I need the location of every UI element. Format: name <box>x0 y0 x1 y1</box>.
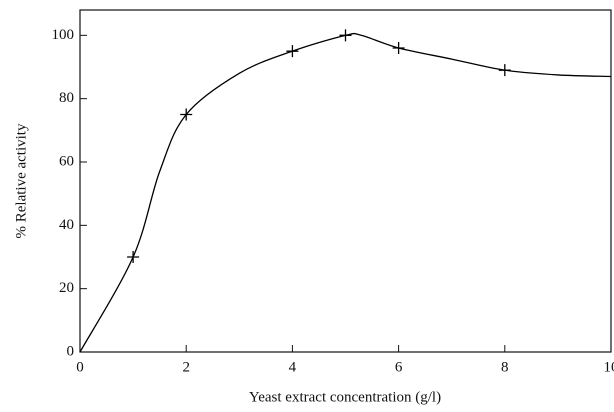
y-tick-label: 20 <box>59 280 74 296</box>
x-tick-label: 4 <box>289 359 297 375</box>
data-point <box>339 29 352 42</box>
data-point <box>127 251 140 263</box>
y-tick-label: 80 <box>59 90 74 106</box>
plot-frame <box>79 9 612 353</box>
y-tick-label: 0 <box>67 343 75 359</box>
y-tick-label: 60 <box>59 153 74 169</box>
x-tick-label: 6 <box>395 359 403 375</box>
y-tick-label: 40 <box>59 217 74 233</box>
x-axis-label: Yeast extract concentration (g/l) <box>249 389 441 405</box>
x-tick-label: 10 <box>604 359 614 375</box>
fitted-curve <box>79 32 612 353</box>
y-axis-label: % Relative activity <box>13 123 29 238</box>
data-point <box>286 45 299 58</box>
x-tick-label: 8 <box>501 359 509 375</box>
data-point <box>180 108 193 121</box>
data-point <box>498 64 511 77</box>
data-point <box>392 42 405 54</box>
x-tick-label: 2 <box>182 359 190 375</box>
y-tick-label: 100 <box>52 27 75 43</box>
x-tick-label: 0 <box>76 359 84 375</box>
